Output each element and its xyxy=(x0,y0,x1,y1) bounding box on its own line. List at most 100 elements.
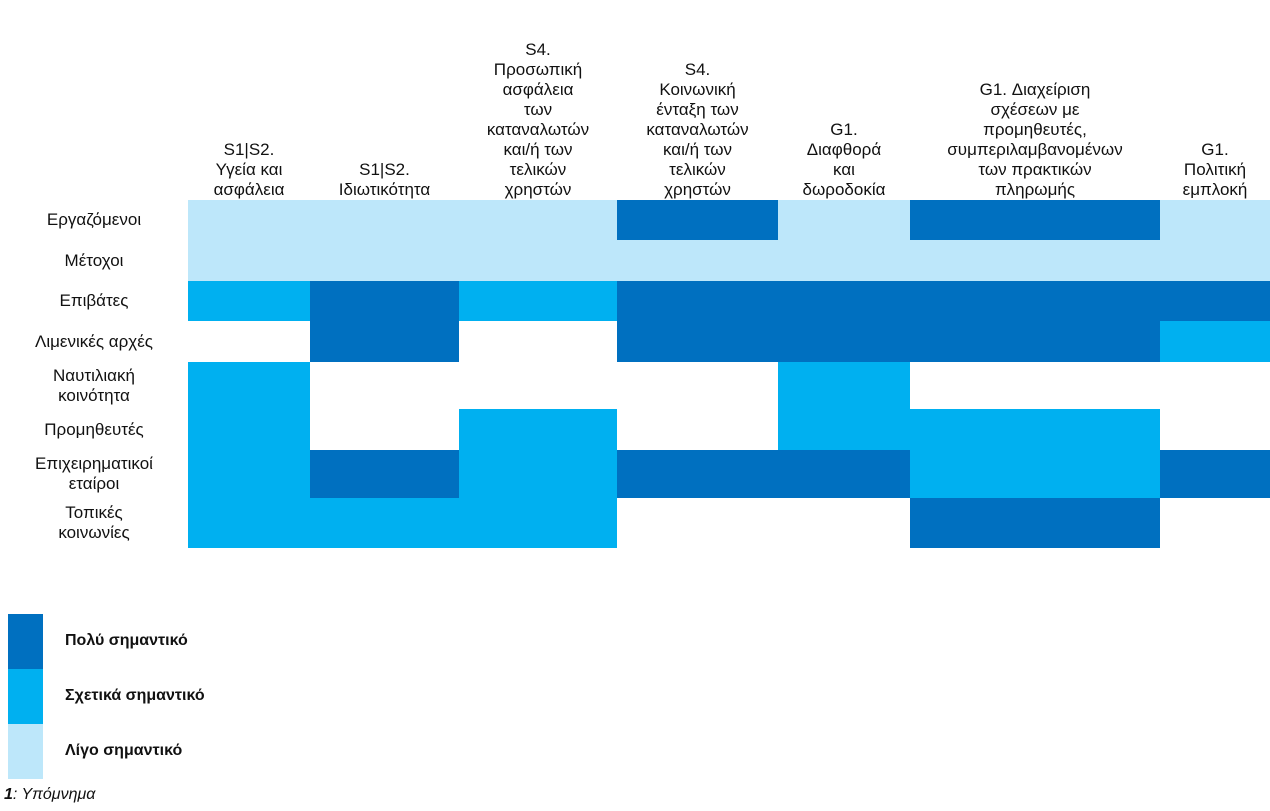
heatmap-cell-r5-c0 xyxy=(188,409,310,450)
heatmap-cell-r3-c0 xyxy=(188,321,310,362)
column-header-line: τελικών xyxy=(509,160,567,179)
caption-number: 1 xyxy=(4,786,13,803)
heatmap-cell-r4-c4 xyxy=(778,362,910,409)
figure-caption: 1: Υπόμνημα xyxy=(4,786,95,804)
row-header-0: Εργαζόμενοι xyxy=(0,200,188,240)
row-header-2: Επιβάτες xyxy=(0,281,188,321)
caption-text: : Υπόμνημα xyxy=(12,786,96,803)
heatmap-cell-r4-c1 xyxy=(310,362,459,409)
heatmap-cell-r4-c0 xyxy=(188,362,310,409)
column-header-line: χρηστών xyxy=(664,180,731,199)
heatmap-cell-r4-c2 xyxy=(459,362,617,409)
heatmap-cell-r1-c2 xyxy=(459,240,617,281)
column-header-line: και/ή των xyxy=(503,140,573,159)
row-header-line: Ναυτιλιακή xyxy=(53,365,135,385)
column-header-5: G1. Διαχείριση σχέσεων με προμηθευτές, συμπ… xyxy=(910,0,1160,200)
heatmap-cell-r4-c3 xyxy=(617,362,778,409)
heatmap-cell-r6-c2 xyxy=(459,450,617,498)
column-header-line: συμπεριλαμβανομένων xyxy=(947,140,1123,159)
heatmap-cell-r0-c3 xyxy=(617,200,778,240)
heatmap-cell-r4-c5 xyxy=(910,362,1160,409)
legend-label-little: Λίγο σημαντικό xyxy=(65,742,183,759)
column-header-line: τελικών xyxy=(669,160,726,179)
column-header-line: Πολιτική xyxy=(1183,160,1247,179)
row-header-4: Ναυτιλιακή κοινότητα xyxy=(0,362,188,409)
heatmap-cell-r0-c0 xyxy=(188,200,310,240)
row-header-line: Μέτοχοι xyxy=(64,250,124,270)
column-header-line: S4. xyxy=(684,60,711,79)
column-header-line: Κοινωνική xyxy=(659,80,736,99)
heatmap-chart xyxy=(188,200,1270,548)
row-header-line: Προμηθευτές xyxy=(44,419,144,439)
column-header-line: G1. xyxy=(1201,140,1229,159)
heatmap-cell-r3-c5 xyxy=(910,321,1160,362)
column-header-line: των πρακτικών xyxy=(978,160,1092,179)
legend-swatch-very xyxy=(8,614,43,669)
heatmap-cell-r2-c6 xyxy=(1160,281,1270,321)
heatmap-cell-r2-c1 xyxy=(310,281,459,321)
row-header-line: κοινωνίες xyxy=(58,523,130,542)
row-header-3: Λιμενικές αρχές xyxy=(0,321,188,362)
column-header-line: καταναλωτών xyxy=(486,120,590,139)
column-header-line: πληρωμής xyxy=(994,180,1076,199)
column-header-line: εμπλοκή xyxy=(1182,180,1248,199)
row-header-7: Τοπικές κοινωνίες xyxy=(0,498,188,548)
heatmap-cell-r2-c5 xyxy=(910,281,1160,321)
heatmap-cell-r0-c6 xyxy=(1160,200,1270,240)
column-header-line: S1|S2. xyxy=(223,140,275,159)
column-header-line: Προσωπική xyxy=(493,60,583,79)
row-header-line: εταίροι xyxy=(68,474,120,493)
heatmap-cell-r1-c5 xyxy=(910,240,1160,281)
legend-swatch-little xyxy=(8,724,43,779)
column-header-line: και xyxy=(833,160,855,179)
column-header-line: Υγεία και xyxy=(215,160,283,179)
row-header-line: Εργαζόμενοι xyxy=(46,210,142,229)
column-header-line: S4. xyxy=(525,40,551,59)
heatmap-cell-r4-c6 xyxy=(1160,362,1270,409)
row-header-line: κοινότητα xyxy=(58,385,130,405)
column-header-line: G1. xyxy=(830,120,858,139)
column-header-4: G1. Διαφθορά και δωροδοκία xyxy=(778,0,910,200)
row-header-line: Επιχειρηματικοί xyxy=(35,454,153,473)
heatmap-cell-r3-c2 xyxy=(459,321,617,362)
heatmap-cell-r1-c4 xyxy=(778,240,910,281)
column-header-line: και/ή των xyxy=(662,140,733,159)
row-header-line: Επιβάτες xyxy=(59,291,129,310)
heatmap-cell-r7-c0 xyxy=(188,498,310,548)
heatmap-cell-r1-c3 xyxy=(617,240,778,281)
heatmap-cell-r0-c4 xyxy=(778,200,910,240)
column-header-line: ασφάλεια xyxy=(502,80,574,99)
heatmap-cell-r5-c5 xyxy=(910,409,1160,450)
heatmap-cell-r2-c4 xyxy=(778,281,910,321)
heatmap-cell-r0-c5 xyxy=(910,200,1160,240)
heatmap-cell-r7-c4 xyxy=(778,498,910,548)
heatmap-cell-r1-c0 xyxy=(188,240,310,281)
legend-label-very: Πολύ σημαντικό xyxy=(65,632,188,649)
heatmap-cell-r6-c5 xyxy=(910,450,1160,498)
column-header-line: χρηστών xyxy=(504,180,572,199)
heatmap-cell-r7-c5 xyxy=(910,498,1160,548)
column-header-line: καταναλωτών xyxy=(646,120,749,139)
heatmap-cell-r7-c2 xyxy=(459,498,617,548)
heatmap-cell-r6-c3 xyxy=(617,450,778,498)
column-header-line: Ιδιωτικότητα xyxy=(338,180,431,199)
heatmap-cell-r1-c1 xyxy=(310,240,459,281)
heatmap-cell-r3-c4 xyxy=(778,321,910,362)
column-header-line: σχέσεων με xyxy=(990,100,1080,119)
row-header-1: Μέτοχοι xyxy=(0,240,188,281)
heatmap-cell-r5-c6 xyxy=(1160,409,1270,450)
column-header-line: ένταξη των xyxy=(656,100,739,119)
heatmap-cell-r7-c6 xyxy=(1160,498,1270,548)
column-header-line: δωροδοκία xyxy=(802,180,886,199)
column-header-line: ασφάλεια xyxy=(213,180,285,199)
heatmap-cell-r7-c1 xyxy=(310,498,459,548)
heatmap-cell-r1-c6 xyxy=(1160,240,1270,281)
heatmap-cell-r0-c2 xyxy=(459,200,617,240)
column-header-line: S1|S2. xyxy=(359,160,410,179)
row-header-line: Τοπικές xyxy=(65,503,123,522)
heatmap-cell-r6-c6 xyxy=(1160,450,1270,498)
heatmap-cell-r6-c0 xyxy=(188,450,310,498)
column-header-2: S4. Προσωπική ασφάλεια των καταναλωτών και/ή … xyxy=(459,0,617,200)
row-header-6: Επιχειρηματικοί εταίροι xyxy=(0,450,188,498)
column-header-line: των xyxy=(523,100,553,119)
